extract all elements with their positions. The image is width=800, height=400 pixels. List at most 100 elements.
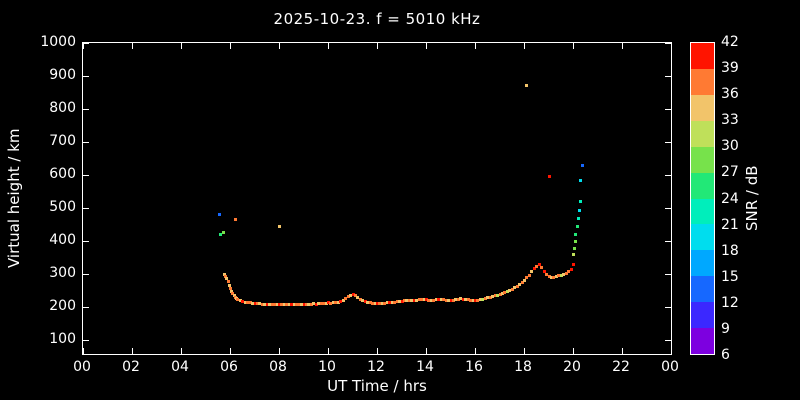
data-point <box>540 265 544 269</box>
data-point <box>265 302 269 306</box>
x-tick-label: 10 <box>318 359 336 375</box>
colorbar-tick-label: 42 <box>721 34 739 50</box>
colorbar-tick-label: 9 <box>721 320 730 337</box>
y-tick-mark <box>83 109 89 111</box>
data-point <box>230 289 234 293</box>
data-point <box>322 302 326 306</box>
data-point <box>376 302 379 306</box>
data-point <box>346 294 350 298</box>
y-tick-mark <box>83 43 89 44</box>
data-point <box>474 299 477 303</box>
data-point <box>456 297 460 301</box>
data-point <box>319 302 323 306</box>
data-point <box>226 279 230 283</box>
data-point <box>449 299 453 303</box>
data-point <box>356 295 360 299</box>
data-point <box>530 270 534 274</box>
colorbar-label: SNR / dB <box>743 165 761 232</box>
x-tick-mark <box>622 348 623 354</box>
x-tick-mark <box>328 348 329 354</box>
data-point <box>559 273 563 277</box>
x-tick-mark <box>132 43 133 49</box>
data-point <box>248 301 252 305</box>
data-point <box>260 302 264 306</box>
colorbar-tick-label: 30 <box>721 138 739 155</box>
data-point <box>535 264 539 268</box>
colorbar-block <box>691 198 714 225</box>
data-point <box>221 230 225 234</box>
y-tick-mark <box>83 175 89 177</box>
data-point <box>231 292 235 296</box>
data-point <box>225 277 229 281</box>
data-point <box>549 275 553 279</box>
data-point <box>368 301 372 305</box>
x-tick-label: 22 <box>612 359 630 375</box>
data-point <box>573 246 577 250</box>
y-tick-mark <box>665 307 671 309</box>
x-tick-mark <box>573 43 574 49</box>
data-point <box>439 297 443 301</box>
data-point <box>378 302 382 306</box>
data-point <box>331 301 335 305</box>
x-tick-mark <box>671 348 672 354</box>
data-point <box>241 299 245 303</box>
data-point <box>251 301 255 305</box>
colorbar-block <box>691 276 714 303</box>
data-point <box>371 301 375 305</box>
x-tick-mark <box>671 43 672 49</box>
colorbar-block <box>691 172 714 199</box>
data-point <box>297 303 301 307</box>
data-point <box>451 298 455 302</box>
x-tick-mark <box>573 348 574 354</box>
y-tick-mark <box>83 142 89 144</box>
data-point <box>576 216 580 220</box>
data-point <box>508 288 512 292</box>
data-point <box>572 263 575 267</box>
x-tick-label: 12 <box>367 359 385 375</box>
data-point <box>429 298 433 302</box>
data-point <box>366 300 370 304</box>
data-point <box>574 240 578 244</box>
data-point <box>466 298 470 302</box>
data-point <box>510 287 514 291</box>
colorbar-tick-label: 33 <box>721 112 739 129</box>
colorbar-block <box>691 224 714 251</box>
data-point <box>243 300 247 304</box>
data-point <box>312 302 316 306</box>
colorbar-block <box>691 120 714 147</box>
data-point <box>405 298 409 302</box>
colorbar-tick-label: 18 <box>721 242 739 259</box>
data-point <box>217 213 221 217</box>
data-point <box>417 298 421 302</box>
y-tick-label: 300 <box>49 265 76 282</box>
colorbar-block <box>691 328 714 355</box>
x-tick-label: 00 <box>661 359 679 375</box>
data-point <box>270 302 274 306</box>
data-point <box>557 274 561 278</box>
y-tick-label: 100 <box>49 331 76 348</box>
colorbar-block <box>691 146 714 173</box>
data-point <box>302 303 306 307</box>
colorbar <box>690 42 715 355</box>
x-tick-mark <box>524 348 525 354</box>
data-point <box>542 270 546 274</box>
data-point <box>469 298 473 302</box>
data-point <box>292 303 296 307</box>
y-tick-mark <box>83 208 89 210</box>
x-tick-mark <box>279 43 280 49</box>
x-tick-label: 04 <box>171 359 189 375</box>
x-tick-mark <box>426 43 427 49</box>
x-tick-mark <box>83 43 84 49</box>
x-tick-label: 02 <box>122 359 140 375</box>
x-tick-mark <box>377 348 378 354</box>
y-tick-label: 500 <box>49 199 76 216</box>
y-tick-mark <box>83 274 89 276</box>
data-point <box>575 225 579 229</box>
data-point <box>300 302 304 306</box>
data-point <box>454 298 458 302</box>
data-point <box>285 303 289 307</box>
y-tick-mark <box>665 340 671 342</box>
y-tick-mark <box>83 241 89 243</box>
data-point <box>278 302 281 306</box>
data-point <box>238 298 242 302</box>
